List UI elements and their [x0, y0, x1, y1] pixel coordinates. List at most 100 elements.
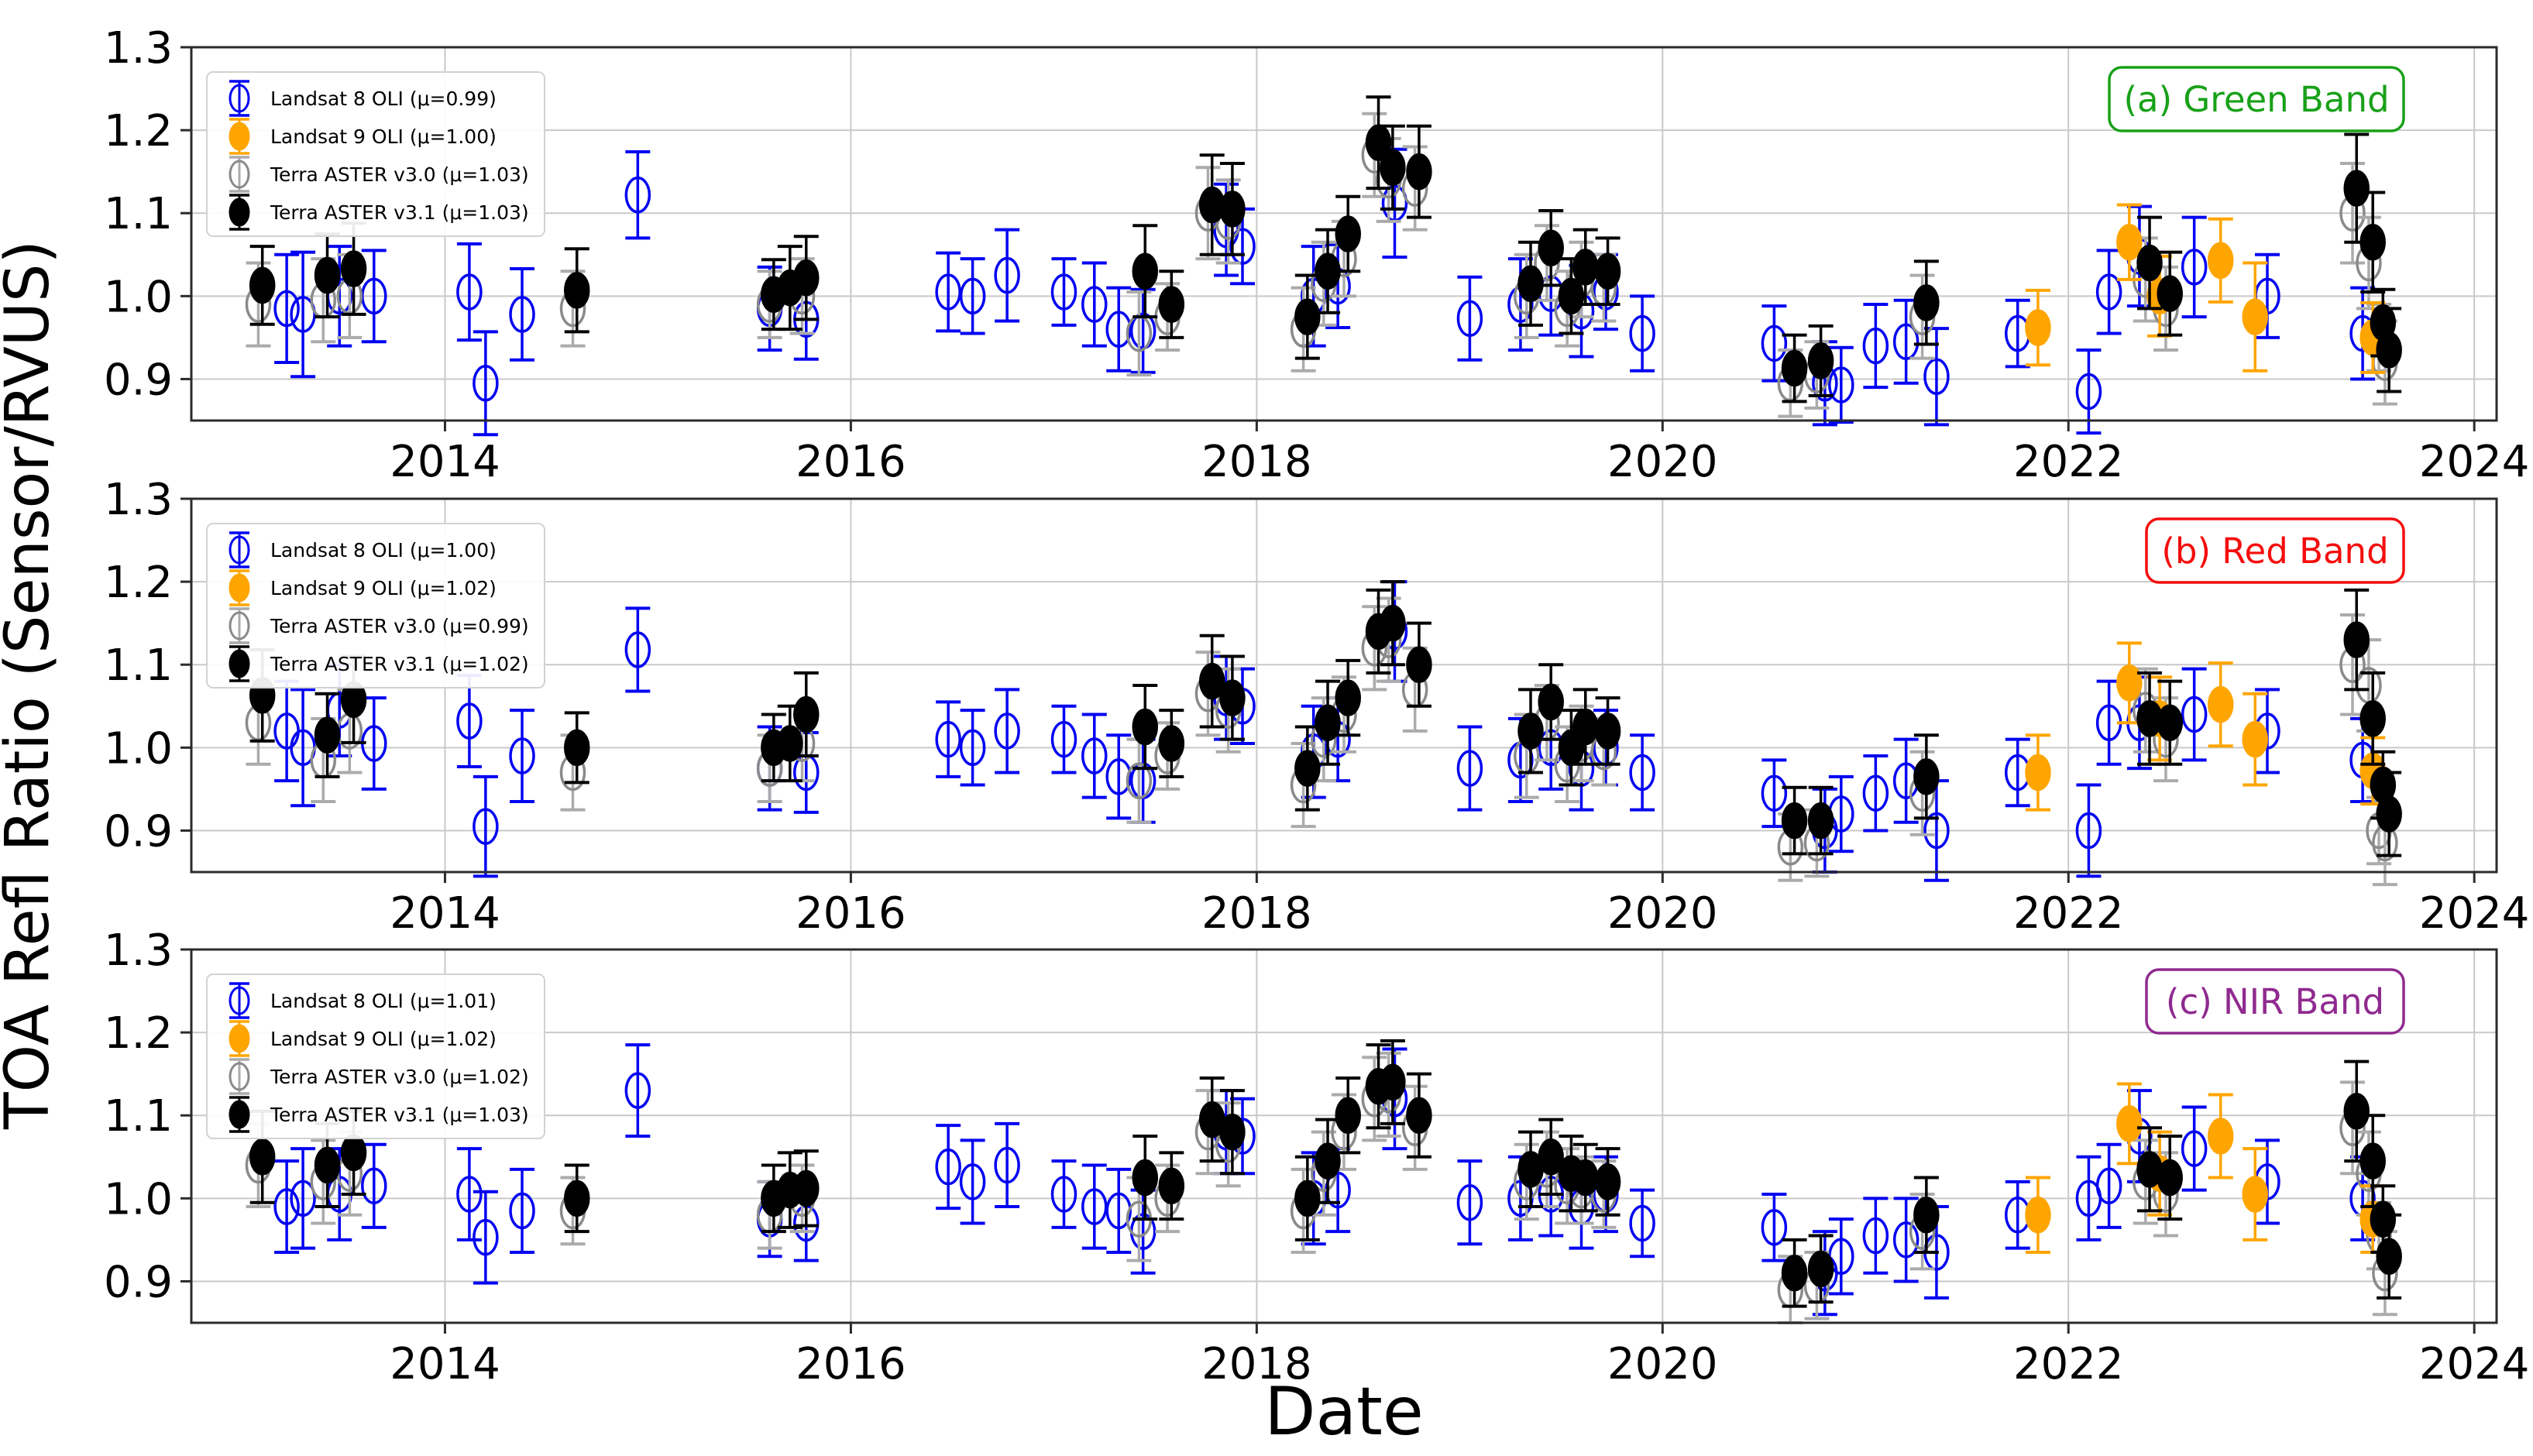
a31-data-point — [2157, 679, 2183, 766]
legend-item-a31: Terra ASTER v3.1 (μ=1.02) — [229, 645, 529, 682]
a31-data-point — [1781, 785, 1808, 856]
marker — [1406, 646, 1432, 683]
marker — [361, 1167, 387, 1205]
l8-data-point — [1050, 257, 1077, 327]
a31-data-point — [1219, 161, 1246, 256]
marker — [624, 176, 651, 214]
marker — [1335, 215, 1361, 252]
l8-data-point — [456, 242, 483, 342]
l8-data-point — [1629, 1188, 1655, 1259]
marker — [1158, 286, 1185, 323]
marker — [1050, 273, 1077, 311]
a31-data-point — [1781, 333, 1808, 403]
a31-data-point — [2136, 1126, 2163, 1213]
a31-data-point — [1781, 1238, 1808, 1308]
legend-marker — [229, 611, 250, 640]
l8-data-point — [959, 257, 986, 335]
marker — [935, 1148, 961, 1186]
l8-data-point — [2095, 1142, 2122, 1229]
legend-label: Terra ASTER v3.1 (μ=1.02) — [270, 653, 529, 675]
marker — [563, 272, 590, 309]
a31-data-point — [2136, 671, 2163, 766]
a31-data-point — [563, 1163, 590, 1234]
marker — [314, 1146, 341, 1184]
marker — [1913, 1197, 1940, 1234]
marker — [1229, 228, 1256, 265]
marker — [1761, 325, 1788, 362]
a31-data-point — [563, 711, 590, 785]
a31-data-point — [340, 221, 367, 316]
marker — [1406, 1097, 1432, 1134]
legend-marker — [229, 1100, 250, 1129]
marker — [1594, 1163, 1621, 1200]
marker — [1594, 252, 1621, 290]
marker — [994, 256, 1020, 294]
legend-marker — [229, 649, 250, 678]
panel-label-box — [2145, 968, 2405, 1035]
marker — [935, 720, 961, 758]
l8-data-point — [273, 252, 300, 365]
marker — [340, 250, 367, 287]
a31-data-point — [1572, 1142, 1599, 1213]
a31-data-point — [1132, 224, 1159, 319]
a31-data-point — [1517, 240, 1544, 327]
l8-data-point — [509, 709, 535, 803]
marker — [1365, 124, 1392, 161]
panel-a: 0.9 1.0 1.1 1.2 1.3 2014 2016 2018 2020 2022 2024 L… — [104, 23, 2530, 487]
marker — [2116, 223, 2143, 261]
l8-data-point — [1761, 758, 1788, 829]
l8-data-point — [2075, 783, 2102, 878]
l9-data-point — [2025, 1176, 2051, 1254]
plot-border — [190, 497, 2498, 874]
a31-data-point — [1198, 634, 1225, 729]
marker — [1406, 153, 1432, 191]
legend-item-a31: Terra ASTER v3.1 (μ=1.03) — [229, 194, 529, 231]
l8-data-point — [1828, 345, 1854, 424]
marker — [793, 1169, 820, 1207]
panel-label-box — [2145, 517, 2405, 584]
marker — [1050, 720, 1077, 758]
marker — [793, 695, 820, 733]
l8-data-point — [1892, 1197, 1920, 1283]
legend-item-l8: Landsat 8 OLI (μ=1.00) — [229, 531, 497, 568]
marker — [273, 290, 300, 328]
marker — [2370, 1200, 2397, 1238]
legend-label: Terra ASTER v3.1 (μ=1.03) — [270, 1104, 529, 1126]
panel-label-text: (b) Red Band — [2161, 531, 2388, 572]
legend-item-l8: Landsat 8 OLI (μ=1.01) — [229, 982, 497, 1019]
l9-data-point — [2242, 1147, 2269, 1241]
legend-label: Landsat 9 OLI (μ=1.00) — [270, 125, 497, 148]
legend-item-a31: Terra ASTER v3.1 (μ=1.03) — [229, 1096, 529, 1133]
a31-data-point — [1219, 1089, 1246, 1176]
marker — [2157, 704, 2183, 741]
a31-data-point — [1913, 733, 1940, 820]
x-tick-label: 2014 — [390, 888, 500, 939]
marker — [2376, 331, 2402, 369]
l9-data-point — [2242, 261, 2269, 373]
marker — [1923, 812, 1950, 850]
marker — [2207, 685, 2234, 723]
marker — [2242, 720, 2269, 758]
y-tick-label: 1.0 — [104, 272, 173, 322]
marker — [473, 365, 499, 402]
x-tick-label: 2014 — [390, 1339, 500, 1389]
legend-item-l9: Landsat 9 OLI (μ=1.02) — [229, 1020, 497, 1057]
a31-data-point — [1807, 785, 1834, 856]
marker — [1572, 249, 1599, 286]
marker — [2343, 170, 2370, 207]
l8-data-point — [624, 606, 651, 693]
marker — [456, 1176, 483, 1213]
marker — [1335, 679, 1361, 716]
y-tick-label: 1.2 — [104, 558, 173, 608]
marker — [1892, 1221, 1920, 1259]
a31-data-point — [1380, 124, 1406, 211]
marker — [1132, 252, 1159, 290]
l9-data-point — [2025, 288, 2051, 367]
a31-data-point — [1517, 688, 1544, 774]
marker — [563, 729, 590, 767]
a31-data-point — [1132, 1135, 1159, 1221]
marker — [2157, 275, 2183, 312]
a31-data-point — [314, 692, 341, 778]
y-tick-label: 1.1 — [104, 189, 173, 239]
legend-item-a30: Terra ASTER v3.0 (μ=1.02) — [229, 1058, 529, 1095]
